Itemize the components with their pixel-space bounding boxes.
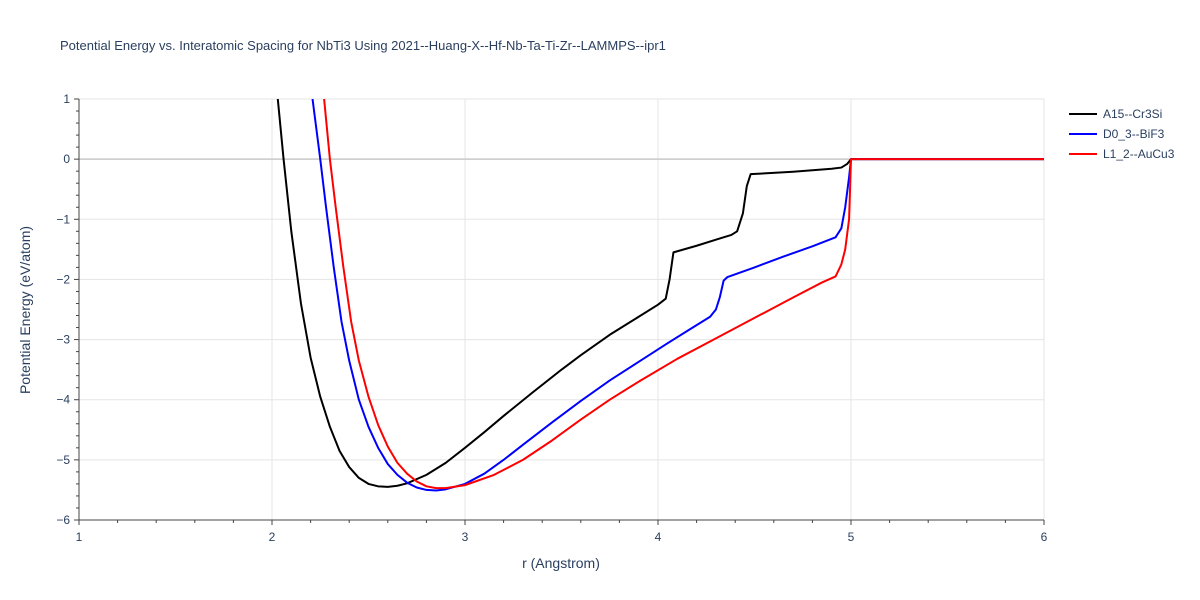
y-tick-label: 0 xyxy=(63,152,70,166)
x-tick-label: 1 xyxy=(76,530,83,544)
legend-label: L1_2--AuCu3 xyxy=(1103,147,1175,161)
y-tick-label: −6 xyxy=(56,513,70,527)
legend-item[interactable]: D0_3--BiF3 xyxy=(1069,127,1165,141)
series-layer xyxy=(276,99,1044,492)
tick-labels: 1 2 3 4 5 6 1 0 −1 −2 −3 −4 −5 −6 xyxy=(56,92,1047,544)
x-tick-label: 2 xyxy=(269,530,276,544)
legend-item[interactable]: L1_2--AuCu3 xyxy=(1069,147,1175,161)
grid-layer xyxy=(78,98,1045,521)
legend-label: D0_3--BiF3 xyxy=(1103,127,1165,141)
legend-item[interactable]: A15--Cr3Si xyxy=(1069,107,1162,121)
legend: A15--Cr3Si D0_3--BiF3 L1_2--AuCu3 xyxy=(1069,107,1175,161)
y-tick-label: −4 xyxy=(56,393,70,407)
series-line-0 xyxy=(276,99,1044,488)
y-tick-label: −1 xyxy=(56,212,70,226)
chart-title: Potential Energy vs. Interatomic Spacing… xyxy=(60,38,666,53)
legend-label: A15--Cr3Si xyxy=(1103,107,1162,121)
x-tick-label: 6 xyxy=(1041,530,1048,544)
x-tick-label: 5 xyxy=(848,530,855,544)
series-line-1 xyxy=(311,99,1044,492)
x-tick-label: 4 xyxy=(655,530,662,544)
x-tick-label: 3 xyxy=(462,530,469,544)
x-axis-title: r (Angstrom) xyxy=(522,555,600,571)
y-tick-label: −3 xyxy=(56,333,70,347)
minor-ticks xyxy=(74,98,1045,525)
y-axis-title: Potential Energy (eV/atom) xyxy=(17,226,33,394)
y-tick-label: 1 xyxy=(63,92,70,106)
series-line-2 xyxy=(323,99,1044,490)
y-tick-label: −2 xyxy=(56,272,70,286)
y-tick-label: −5 xyxy=(56,453,70,467)
